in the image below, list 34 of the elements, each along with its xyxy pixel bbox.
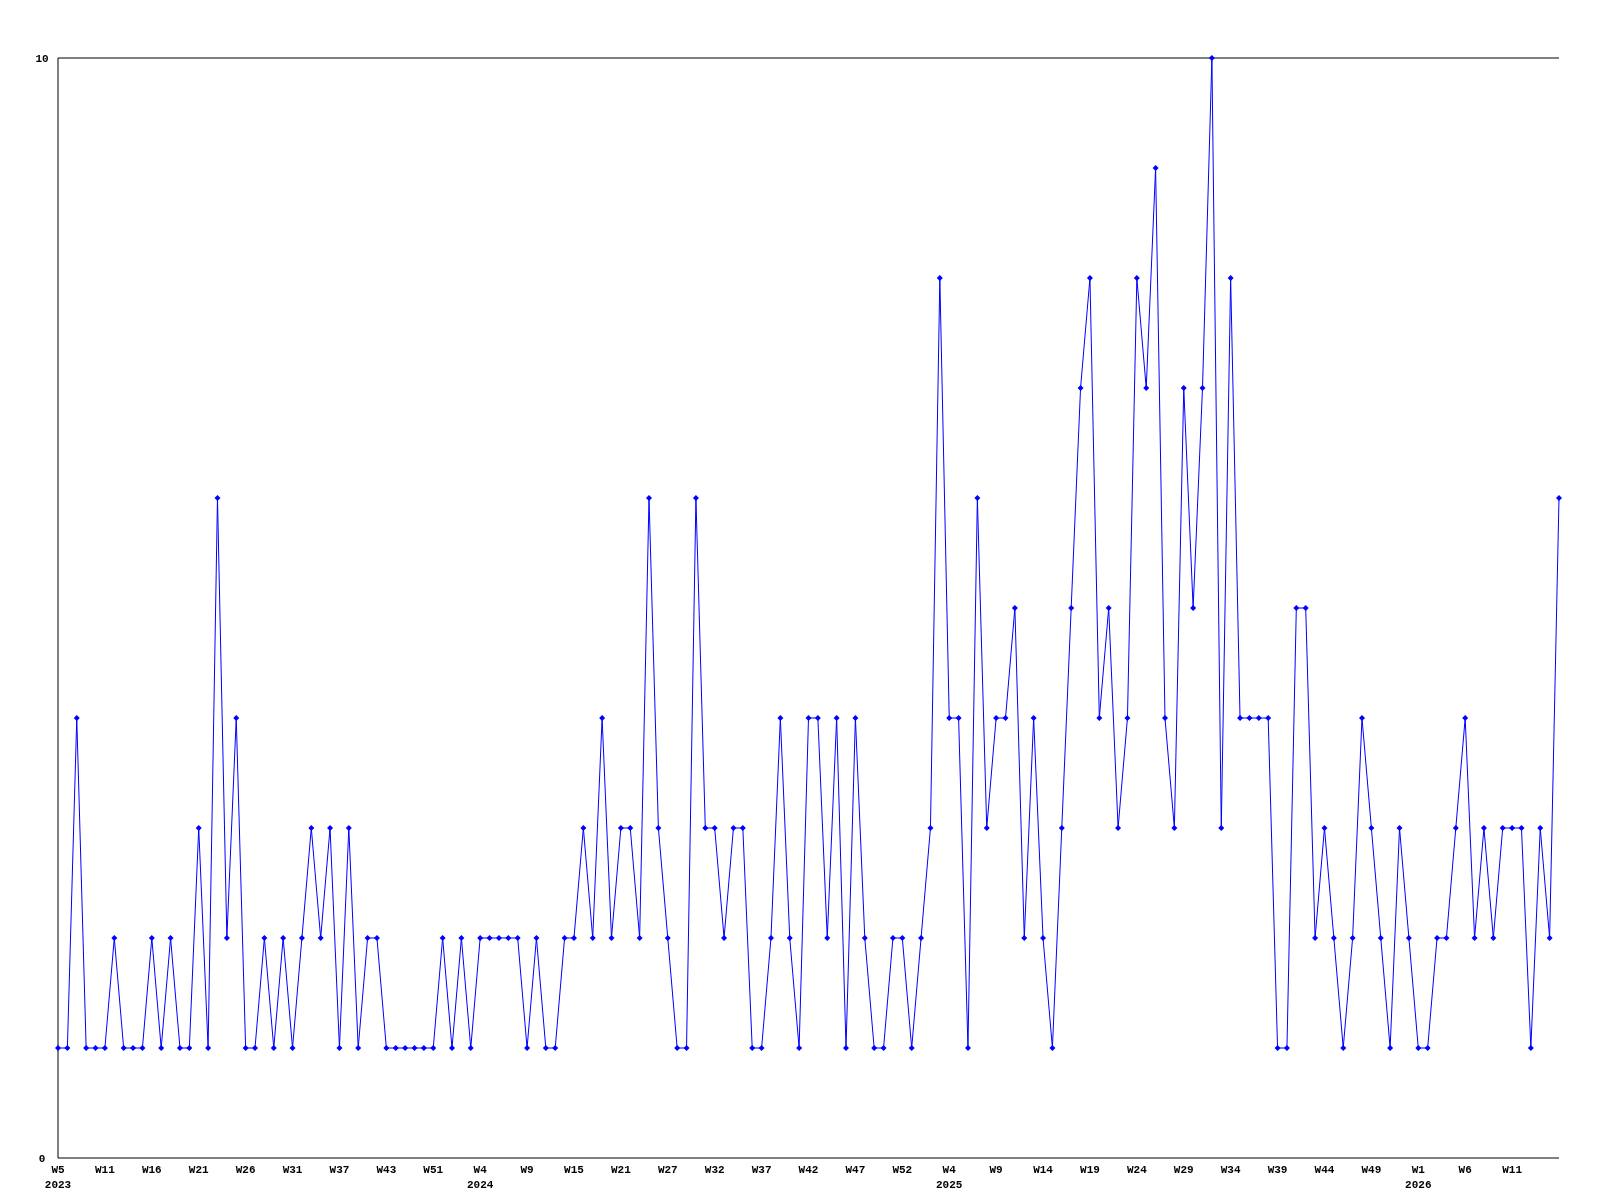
x-tick-label: W4 2025 — [936, 1164, 963, 1191]
x-tick-label: W42 — [798, 1164, 819, 1176]
x-tick-label: W6 — [1458, 1164, 1472, 1176]
x-tick-label: W9 — [989, 1164, 1003, 1176]
x-tick-label: W26 — [235, 1164, 256, 1176]
x-tick-label: W19 — [1080, 1164, 1100, 1176]
x-tick-label: W31 — [282, 1164, 303, 1176]
x-tick-label: W37 — [751, 1164, 772, 1176]
x-tick-label: W21 — [188, 1164, 210, 1176]
x-tick-label: W51 — [423, 1164, 444, 1176]
x-tick-label: W1 2026 — [1405, 1164, 1432, 1191]
x-tick-label: W32 — [704, 1164, 725, 1176]
x-tick-label: W39 — [1267, 1164, 1288, 1176]
x-tick-label: W11 — [95, 1164, 116, 1176]
x-tick-label: W5 2023 — [44, 1164, 72, 1191]
x-tick-label: W43 — [376, 1164, 397, 1176]
y-tick-label: 10 — [35, 53, 49, 65]
x-tick-label: W27 — [657, 1164, 678, 1176]
x-tick-label: W21 — [610, 1164, 632, 1176]
x-tick-label: W44 — [1314, 1164, 1335, 1176]
x-tick-label: W15 — [564, 1164, 585, 1176]
x-tick-label: W11 — [1502, 1164, 1523, 1176]
x-tick-label: W9 — [520, 1164, 534, 1176]
x-tick-label: W52 — [892, 1164, 913, 1176]
x-tick-label: W37 — [329, 1164, 350, 1176]
x-tick-label: W4 2024 — [466, 1164, 494, 1191]
x-tick-label: W16 — [141, 1164, 162, 1176]
x-tick-label: W47 — [845, 1164, 866, 1176]
y-tick-label: 0 — [38, 1153, 46, 1165]
x-tick-label: W34 — [1220, 1164, 1241, 1176]
x-tick-label: W49 — [1361, 1164, 1382, 1176]
x-tick-label: W29 — [1173, 1164, 1194, 1176]
x-tick-label: W24 — [1126, 1164, 1148, 1176]
x-tick-label: W14 — [1033, 1164, 1054, 1176]
